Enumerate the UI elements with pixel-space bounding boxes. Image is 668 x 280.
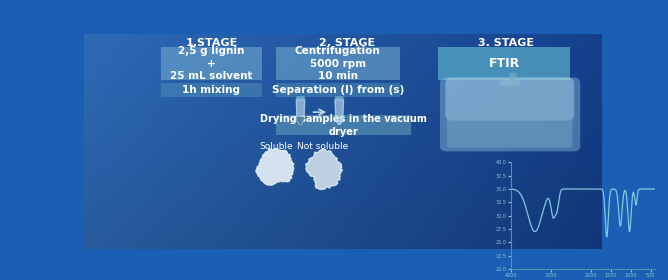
Polygon shape [297,118,303,124]
Text: Drying samples in the vacuum
dryer: Drying samples in the vacuum dryer [260,114,427,137]
FancyBboxPatch shape [161,47,262,80]
Text: Soluble: Soluble [259,142,293,151]
FancyBboxPatch shape [447,118,572,148]
Polygon shape [296,100,305,124]
Polygon shape [256,149,294,185]
FancyBboxPatch shape [438,47,570,80]
Polygon shape [335,100,343,124]
Text: FTIR: FTIR [489,57,520,70]
FancyBboxPatch shape [276,83,399,97]
FancyBboxPatch shape [276,47,399,80]
Polygon shape [256,149,294,185]
Text: 2,5 g lignin
+
25 mL solvent: 2,5 g lignin + 25 mL solvent [170,46,253,81]
Polygon shape [306,149,342,190]
Polygon shape [306,149,342,190]
Text: Separation (l) from (s): Separation (l) from (s) [272,85,404,95]
FancyBboxPatch shape [446,78,574,121]
Text: Not soluble: Not soluble [297,142,348,151]
Text: 2. STAGE: 2. STAGE [319,38,375,48]
Text: Centrifugation
5000 rpm
10 min: Centrifugation 5000 rpm 10 min [295,46,381,81]
FancyBboxPatch shape [161,83,262,97]
FancyBboxPatch shape [500,78,520,86]
FancyBboxPatch shape [440,78,580,151]
Text: 3. STAGE: 3. STAGE [478,38,534,48]
Text: 1h mixing: 1h mixing [182,85,240,95]
FancyBboxPatch shape [296,96,305,101]
FancyBboxPatch shape [335,96,343,101]
Text: 1.STAGE: 1.STAGE [185,38,238,48]
FancyBboxPatch shape [509,73,517,88]
FancyBboxPatch shape [276,115,411,135]
